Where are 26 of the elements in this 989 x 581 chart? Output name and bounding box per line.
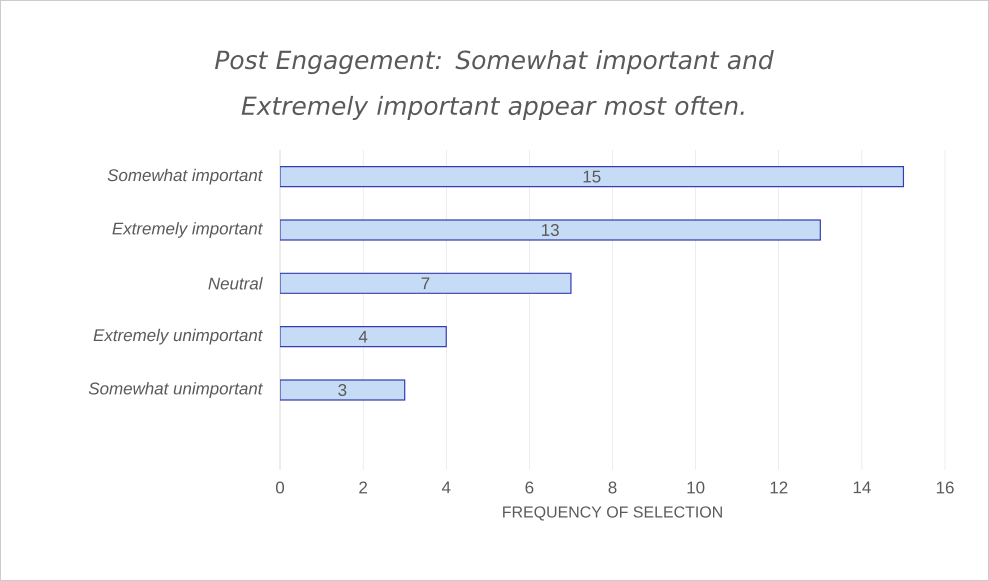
- y-tick-label: Somewhat unimportant: [88, 382, 264, 398]
- chart-title: Post Engagement: Somewhat important and Extremely important appear most often.: [215, 50, 774, 120]
- bar: [280, 166, 904, 188]
- bar: [280, 219, 821, 241]
- y-tick-label: Somewhat important: [108, 168, 264, 185]
- x-axis-title: FREQUENCY OF SELECTION: [503, 506, 722, 520]
- x-tick-label: 6: [526, 482, 534, 494]
- bar: [280, 326, 447, 348]
- data-label: 4: [358, 330, 368, 342]
- y-tick-label: Neutral: [208, 277, 263, 290]
- data-label: 3: [338, 384, 346, 396]
- x-tick-label: 10: [688, 482, 704, 494]
- bar: [280, 379, 406, 401]
- data-label: 15: [584, 170, 600, 183]
- x-tick-label: 14: [854, 482, 871, 494]
- data-label: 7: [422, 277, 430, 290]
- x-tick-label: 2: [359, 482, 367, 494]
- x-tick-label: 16: [936, 482, 954, 494]
- bar: [280, 272, 572, 294]
- x-tick-label: 4: [442, 482, 450, 494]
- x-tick-label: 8: [608, 482, 616, 494]
- data-label: 13: [542, 224, 559, 236]
- y-tick-label: Extremely important: [112, 222, 264, 238]
- y-tick-label: Extremely unimportant: [94, 328, 264, 345]
- x-tick-label: 0: [276, 482, 284, 494]
- x-tick-label: 12: [770, 482, 788, 494]
